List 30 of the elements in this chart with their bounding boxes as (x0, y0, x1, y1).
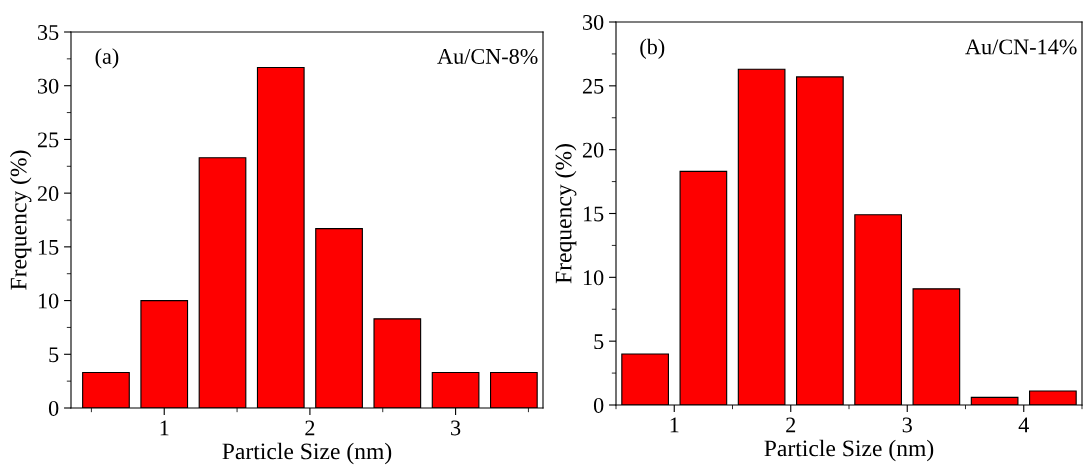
y-tick-label: 5 (49, 347, 59, 363)
x-tick-label: 3 (451, 420, 461, 436)
y-axis-title: Frequency (%) (9, 150, 32, 290)
x-tick-label: 4 (1018, 417, 1029, 433)
y-axis-title: Frequency (%) (554, 144, 577, 284)
y-tick-label: 10 (583, 270, 604, 286)
x-axis-title: Particle Size (nm) (222, 442, 392, 465)
x-tick-label: 1 (670, 417, 679, 433)
y-tick-label: 35 (38, 24, 59, 40)
y-tick-label: 15 (38, 239, 59, 255)
annotation: Au/CN-8% (437, 48, 538, 64)
annotation: (a) (95, 48, 119, 69)
y-tick-label: 25 (37, 132, 59, 148)
annotation: Au/CN-14% (965, 39, 1077, 55)
x-tick-label: 2 (305, 420, 315, 436)
y-tick-label: 0 (593, 397, 604, 413)
y-tick-label: 25 (582, 78, 604, 94)
annotation: (b) (640, 38, 665, 59)
x-tick-label: 1 (160, 420, 169, 436)
x-axis-title: Particle Size (nm) (764, 439, 934, 462)
y-tick-label: 15 (583, 206, 604, 222)
y-tick-label: 30 (583, 14, 604, 30)
x-tick-label: 3 (902, 417, 912, 433)
y-tick-label: 0 (48, 400, 59, 416)
y-tick-label: 30 (38, 78, 59, 94)
y-tick-label: 20 (37, 186, 59, 202)
y-tick-label: 5 (594, 334, 604, 350)
y-tick-label: 20 (582, 142, 604, 158)
y-tick-label: 10 (38, 293, 59, 309)
x-tick-label: 2 (786, 417, 796, 433)
